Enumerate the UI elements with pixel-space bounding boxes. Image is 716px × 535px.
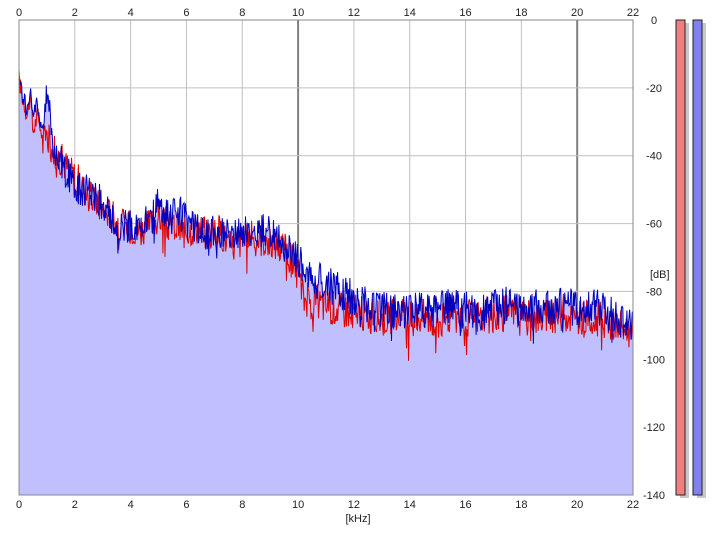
x-tick-label: 4	[128, 499, 134, 511]
x-tick-label: 2	[72, 7, 78, 19]
x-tick-label: 8	[239, 499, 245, 511]
x-tick-label: 4	[128, 7, 134, 19]
y-tick-label: -120	[643, 422, 665, 434]
meter-right	[692, 19, 703, 496]
y-tick-label: -60	[646, 219, 662, 231]
x-tick-label: 8	[239, 7, 245, 19]
x-tick-label: 2	[72, 499, 78, 511]
y-axis-label: [dB]	[650, 269, 670, 281]
x-tick-label: 20	[571, 499, 583, 511]
x-tick-label: 22	[627, 7, 639, 19]
x-tick-label: 0	[16, 7, 22, 19]
x-tick-label: 12	[348, 499, 360, 511]
y-tick-labels: 0 -20 -40 -60 -80 -100 -120 -140	[643, 15, 665, 502]
y-tick-label: -80	[646, 286, 662, 298]
y-tick-label: -20	[646, 83, 662, 95]
x-tick-label: 10	[292, 7, 304, 19]
spectrum-area	[19, 69, 633, 495]
x-tick-label: 22	[627, 499, 639, 511]
plot-frame	[18, 19, 634, 496]
x-tick-label: 18	[515, 7, 527, 19]
x-tick-label: 14	[404, 7, 416, 19]
meter-left	[675, 19, 686, 496]
x-tick-label: 20	[571, 7, 583, 19]
x-tick-label: 12	[348, 7, 360, 19]
x-axis-label: [kHz]	[345, 513, 370, 525]
x-tick-label: 6	[183, 499, 189, 511]
x-tick-label: 0	[16, 499, 22, 511]
y-tick-label: -100	[643, 354, 665, 366]
x-tick-label: 18	[515, 499, 527, 511]
series-line-blue	[18, 69, 634, 344]
x-tick-label: 16	[459, 499, 471, 511]
x-tick-label: 6	[183, 7, 189, 19]
x-tick-labels-top: 0 2 4 6 8 10 12 14 16 18 20 22	[16, 7, 639, 19]
y-tick-label: 0	[651, 15, 657, 27]
spectrum-fill	[19, 69, 633, 495]
x-tick-label: 10	[292, 499, 304, 511]
x-tick-labels-bottom: 0 2 4 6 8 10 12 14 16 18 20 22	[16, 499, 639, 511]
spectrum-lines	[18, 69, 634, 361]
y-tick-label: -140	[643, 490, 665, 502]
level-meters	[675, 19, 706, 498]
x-tick-label: 14	[404, 499, 416, 511]
x-tick-label: 16	[459, 7, 471, 19]
y-tick-label: -40	[646, 151, 662, 163]
